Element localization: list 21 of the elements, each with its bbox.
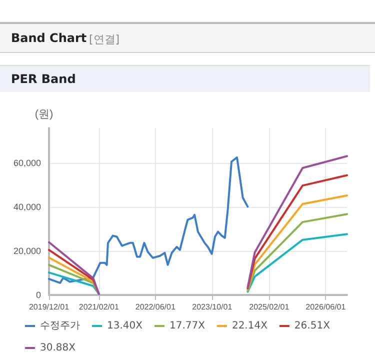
y-tick-label: 40,000 <box>13 202 41 212</box>
chart-title: Band Chart <box>11 31 87 45</box>
x-tick-label: 2019/12/01 <box>28 302 70 312</box>
legend-label: 13.40X <box>107 320 143 332</box>
x-tick-label: 2026/06/01 <box>306 302 346 312</box>
legend-label: 30.88X <box>40 342 76 354</box>
x-tick-label: 2025/02/01 <box>249 302 290 312</box>
y-tick-label: 20,000 <box>13 246 41 256</box>
legend-label: 17.77X <box>169 320 206 332</box>
y-tick-label: 60,000 <box>13 158 41 168</box>
legend-label: 수정주가 <box>40 320 80 332</box>
legend-label: 22.14X <box>232 320 268 332</box>
x-tick-label: 2022/06/01 <box>135 302 176 312</box>
x-tick-label: 2021/02/01 <box>78 302 120 312</box>
x-tick-label: 2023/10/01 <box>192 302 233 312</box>
y-axis-title: (원) <box>34 108 54 120</box>
chart-subtitle: PER Band <box>11 72 76 86</box>
y-tick-label: 0 <box>36 290 41 300</box>
text: [연결] <box>89 32 120 47</box>
legend-label: 26.51X <box>294 320 330 332</box>
line-series <box>48 156 249 284</box>
